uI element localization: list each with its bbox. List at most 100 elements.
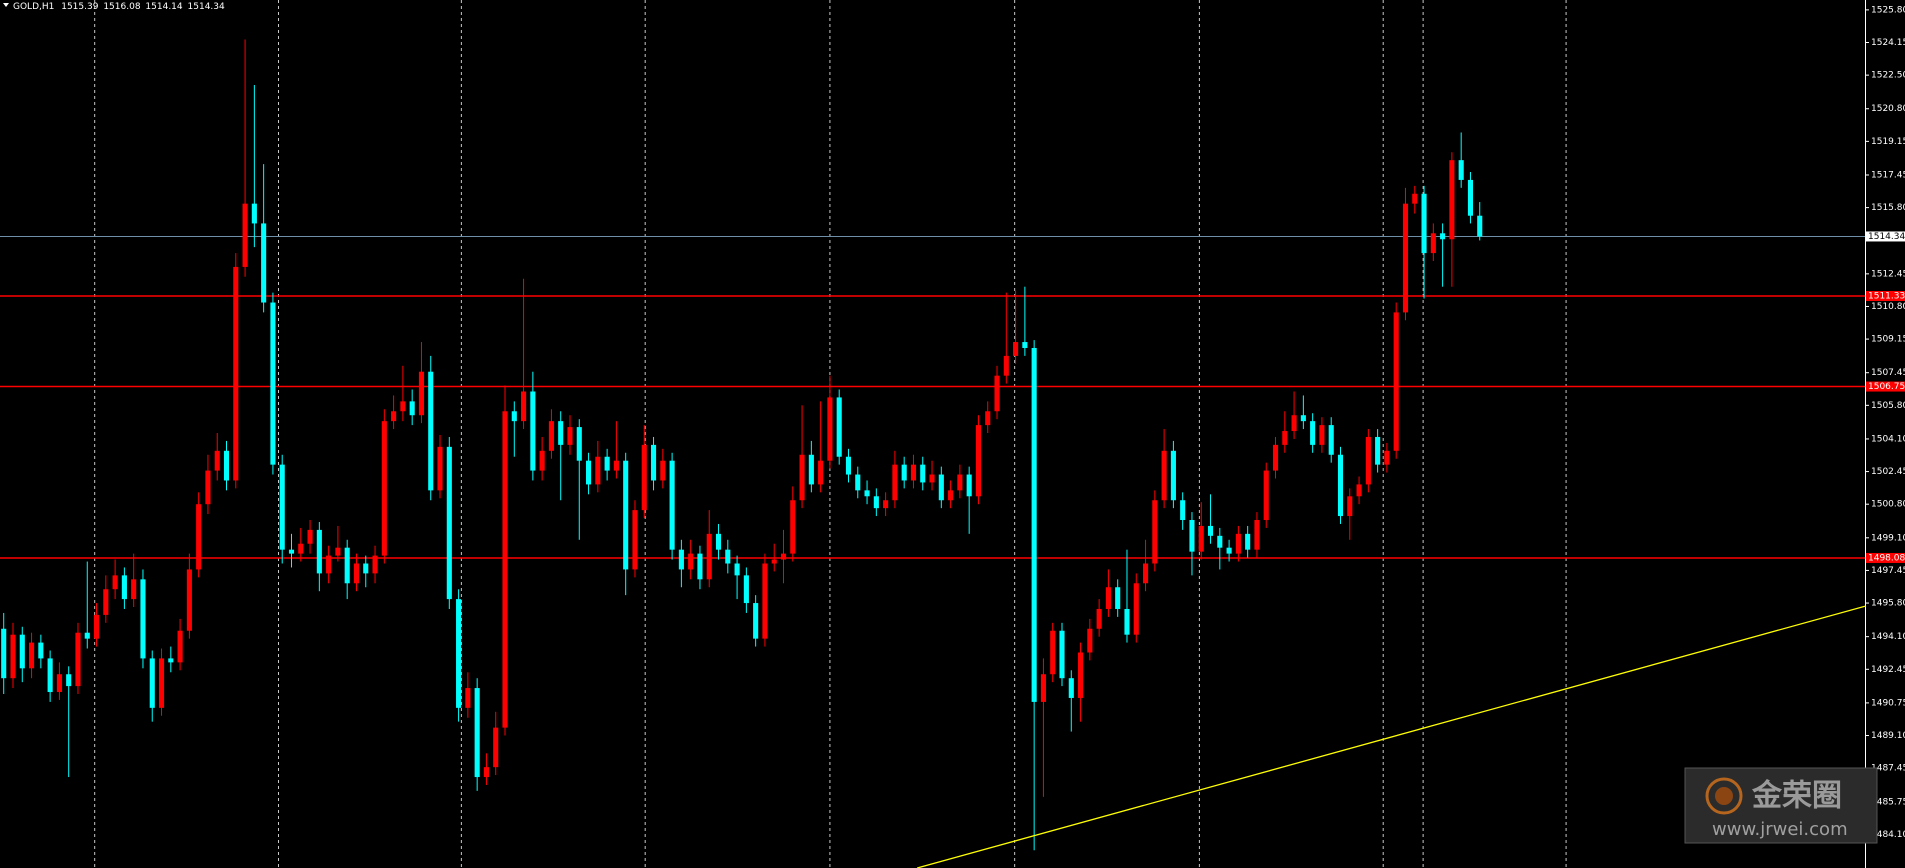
candle-body [38, 642, 44, 659]
candle-body [920, 464, 926, 483]
candle-body [1105, 587, 1111, 609]
candle-body [121, 575, 127, 600]
candle-body [595, 456, 601, 485]
candle-body [251, 203, 257, 224]
candle-body [316, 529, 322, 574]
candle-body [140, 579, 146, 659]
y-tick-label: 1485.75 [1871, 797, 1905, 807]
level-label: 1511.33 [1868, 291, 1905, 301]
candle-body [994, 375, 1000, 412]
candle-body [19, 634, 25, 669]
y-tick-label: 1507.45 [1871, 368, 1905, 378]
candle-body [428, 371, 434, 491]
candle-body [734, 563, 740, 576]
candle-body [298, 543, 304, 554]
close-value: 1514.34 [188, 2, 225, 12]
candle-body [771, 559, 777, 564]
candle-body [214, 450, 220, 471]
candle-body [270, 302, 276, 465]
candle-body [474, 688, 480, 778]
candle-body [688, 553, 694, 570]
candle-body [56, 674, 62, 693]
candle-body [864, 490, 870, 497]
candle-body [418, 371, 425, 416]
high-value: 1516.08 [103, 2, 140, 12]
candle-body [1412, 193, 1418, 204]
candle-body [641, 444, 647, 511]
candle-body [1263, 470, 1269, 521]
candle-body [112, 575, 118, 590]
candle-body [1, 628, 7, 679]
candle-body [158, 658, 165, 708]
symbol: GOLD,H1 [13, 2, 54, 12]
watermark-url: www.jrwei.com [1712, 819, 1848, 840]
candle-body [883, 500, 889, 509]
candle-body [307, 529, 313, 544]
header: GOLD,H1 1515.39 1516.08 1514.14 1514.34 [13, 2, 225, 12]
candle-body [799, 454, 805, 501]
candle-body [205, 470, 211, 505]
candle-body [1393, 312, 1399, 451]
y-tick-label: 1525.80 [1871, 5, 1905, 15]
candle-body [29, 642, 35, 669]
candle-body [456, 599, 462, 708]
candle-body [1003, 355, 1009, 376]
watermark-logo [1705, 777, 1743, 815]
candle-body [753, 603, 759, 639]
candle-body [326, 555, 332, 574]
candle-body [929, 474, 935, 483]
price-axis: 1525.80 1524.15 1522.50 1520.80 1519.15 1517.… [1865, 0, 1905, 868]
candle-body [586, 460, 592, 485]
candle-body [558, 421, 564, 445]
candle-body [1152, 500, 1158, 564]
candle-body [84, 632, 90, 639]
price-label-box [1866, 231, 1905, 242]
y-tick-label: 1515.80 [1871, 203, 1905, 213]
candle-body [196, 504, 202, 570]
candle-body [103, 589, 109, 615]
candle-body [1282, 431, 1288, 445]
candle-body [363, 563, 369, 574]
level-label: 1506.75 [1868, 382, 1905, 392]
candle-body [957, 474, 963, 491]
candle-body [1254, 520, 1260, 550]
candle-body [632, 510, 638, 570]
candle-body [845, 456, 852, 475]
candle-body [1291, 415, 1297, 432]
candle-body [1189, 520, 1195, 552]
candle-body [1217, 535, 1223, 548]
candle-body [818, 460, 824, 485]
candle-body [1124, 608, 1130, 635]
watermark-logo-core [1715, 787, 1733, 805]
candle-body [539, 450, 545, 471]
y-tick-label: 1489.10 [1871, 731, 1905, 741]
overlay: GOLD,H1 1515.39 1516.08 1514.14 1514.34 … [3, 2, 1878, 844]
y-tick-label: 1499.10 [1871, 533, 1905, 543]
candle-body [1133, 583, 1139, 635]
candle-body [873, 496, 879, 509]
candle-body [948, 490, 954, 501]
y-tick-label: 1490.75 [1871, 698, 1905, 708]
level-label-box [1866, 381, 1905, 392]
y-tick-label: 1487.45 [1871, 764, 1905, 774]
candle-body [1375, 436, 1381, 465]
watermark: 金荣圈 www.jrwei.com [1684, 767, 1878, 844]
candle-body [409, 401, 415, 416]
y-tick-label: 1519.15 [1871, 137, 1905, 147]
candle-body [1458, 160, 1464, 180]
candle-body [344, 547, 350, 584]
candle-body [372, 555, 378, 574]
y-tick-label: 1494.10 [1871, 632, 1905, 642]
candle-body [400, 401, 406, 412]
candle-body [1170, 450, 1176, 501]
candle-body [1198, 525, 1204, 552]
level-label: 1498.08 [1868, 553, 1905, 563]
watermark-name: 金荣圈 [1751, 779, 1842, 814]
low-value: 1514.14 [145, 2, 182, 12]
candle-body [1050, 630, 1056, 675]
candle-body [93, 614, 100, 639]
candle-body [483, 767, 489, 778]
candle-body [836, 397, 842, 457]
